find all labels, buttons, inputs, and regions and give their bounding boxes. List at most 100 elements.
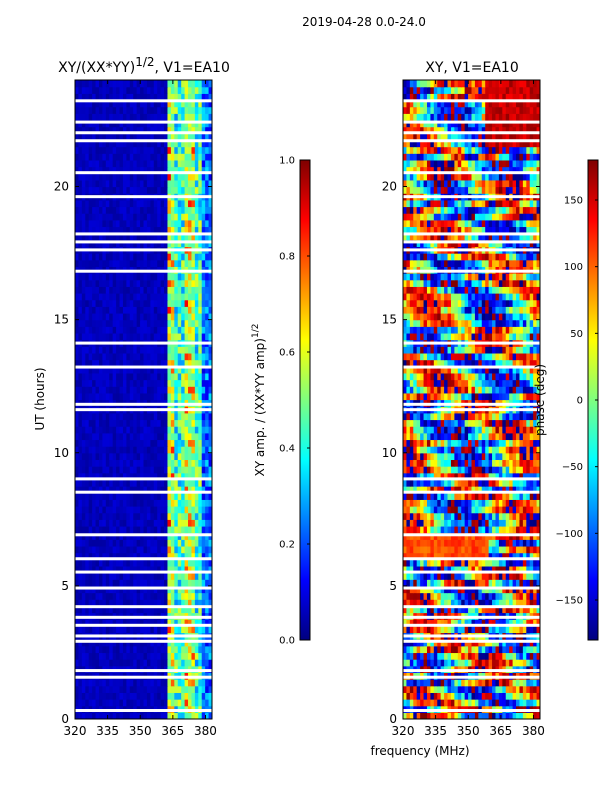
heatmap-cell: [177, 466, 182, 474]
heatmap-cell: [177, 372, 182, 381]
heatmap-cell: [498, 592, 503, 600]
heatmap-cell: [167, 685, 172, 693]
heatmap-cell: [409, 605, 414, 614]
heatmap-cell: [150, 592, 155, 600]
heatmap-cell: [143, 605, 148, 614]
heatmap-cell: [129, 359, 134, 367]
heatmap-cell: [129, 279, 134, 287]
heatmap-cell: [440, 605, 445, 614]
heatmap-cell: [136, 692, 141, 700]
heatmap-cell: [129, 159, 134, 168]
heatmap-cell: [201, 113, 206, 121]
heatmap-cell: [533, 659, 538, 667]
heatmap-cell: [454, 572, 459, 580]
heatmap-cell: [164, 153, 169, 161]
heatmap-cell: [105, 565, 110, 574]
heatmap-cell: [188, 625, 193, 634]
heatmap-cell: [160, 352, 165, 361]
heatmap-cell: [170, 273, 175, 281]
heatmap-cell: [129, 372, 134, 381]
heatmap-cell: [160, 525, 165, 534]
heatmap-cell: [440, 712, 445, 719]
heatmap-cell: [406, 539, 411, 547]
heatmap-cell: [78, 519, 83, 527]
heatmap-cell: [133, 412, 138, 421]
heatmap-cell: [181, 259, 186, 267]
heatmap-cell: [85, 259, 90, 267]
heatmap-cell: [102, 213, 107, 221]
heatmap-cell: [157, 226, 162, 234]
heatmap-cell: [447, 552, 452, 560]
heatmap-cell: [112, 685, 117, 693]
heatmap-cell: [92, 179, 97, 188]
heatmap-cell: [177, 565, 182, 574]
heatmap-cell: [153, 319, 158, 327]
heatmap-cell: [181, 319, 186, 327]
heatmap-cell: [184, 286, 189, 294]
heatmap-cell: [116, 572, 121, 580]
heatmap-cell: [512, 539, 517, 547]
heatmap-cell: [102, 253, 107, 261]
heatmap-cell: [167, 565, 172, 574]
heatmap-cell: [177, 332, 182, 341]
heatmap-cell: [157, 426, 162, 434]
heatmap-cell: [201, 312, 206, 321]
heatmap-cell: [170, 86, 175, 94]
heatmap-cell: [75, 446, 80, 454]
heatmap-cell: [194, 206, 199, 214]
heatmap-cell: [85, 559, 90, 567]
heatmap-cell: [133, 352, 138, 361]
heatmap-cell: [116, 525, 121, 534]
heatmap-cell: [140, 273, 145, 281]
heatmap-cell: [81, 113, 86, 121]
heatmap-cell: [413, 565, 418, 574]
heatmap-cell: [102, 539, 107, 547]
heatmap-cell: [536, 592, 540, 600]
heatmap-cell: [495, 619, 500, 627]
heatmap-cell: [153, 565, 158, 574]
heatmap-cell: [129, 432, 134, 441]
heatmap-cell: [81, 319, 86, 327]
heatmap-cell: [167, 253, 172, 261]
heatmap-cell: [143, 159, 148, 168]
heatmap-cell: [81, 153, 86, 161]
heatmap-cell: [198, 565, 203, 574]
heatmap-cell: [88, 93, 93, 101]
heatmap-cell: [143, 466, 148, 474]
heatmap-cell: [174, 219, 179, 228]
heatmap-cell: [516, 619, 521, 627]
heatmap-cell: [85, 439, 90, 447]
heatmap-cell: [184, 253, 189, 261]
heatmap-cell: [526, 592, 531, 600]
heatmap-cell: [81, 559, 86, 567]
heatmap-cell: [109, 506, 114, 514]
heatmap-cell: [75, 173, 80, 181]
heatmap-cell: [450, 605, 455, 614]
heatmap-cell: [157, 486, 162, 494]
heatmap-cell: [78, 545, 83, 554]
heatmap-cell: [450, 645, 455, 654]
heatmap-cell: [85, 426, 90, 434]
heatmap-cell: [208, 139, 212, 148]
heatmap-cell: [447, 679, 452, 687]
heatmap-cell: [516, 645, 521, 654]
heatmap-cell: [143, 459, 148, 467]
heatmap-cell: [126, 133, 131, 141]
heatmap-cell: [181, 426, 186, 434]
heatmap-cell: [194, 592, 199, 600]
heatmap-cell: [188, 599, 193, 607]
amp-colorbar-gradient: [299, 159, 311, 641]
heatmap-cell: [181, 99, 186, 108]
heatmap-cell: [150, 645, 155, 654]
heatmap-cell: [112, 579, 117, 587]
heatmap-cell: [474, 545, 479, 554]
heatmap-cell: [198, 419, 203, 427]
heatmap-cell: [167, 625, 172, 634]
heatmap-cell: [413, 699, 418, 707]
heatmap-cell: [208, 659, 212, 667]
heatmap-cell: [184, 319, 189, 327]
heatmap-cell: [146, 326, 151, 334]
heatmap-cell: [105, 572, 110, 580]
heatmap-cell: [143, 273, 148, 281]
heatmap-cell: [194, 219, 199, 228]
